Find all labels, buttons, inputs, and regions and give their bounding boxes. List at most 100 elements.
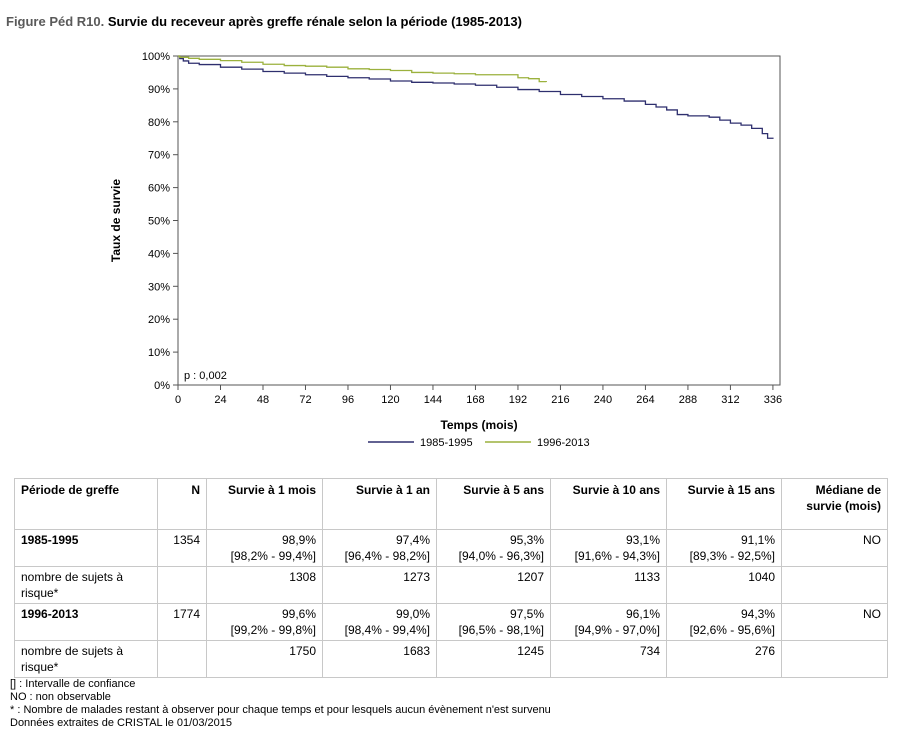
cell-survie-5-ans: 97,5% [96,5% - 98,1%] bbox=[436, 603, 551, 641]
note-line: * : Nombre de malades restant à observer… bbox=[10, 704, 551, 716]
figure-label: Figure Péd R10. bbox=[6, 14, 105, 29]
row-period-label: 1985-1995 bbox=[14, 529, 158, 567]
value: 94,3% bbox=[740, 607, 775, 621]
x-tick-label: 72 bbox=[299, 394, 311, 406]
confidence-interval: [94,9% - 97,0%] bbox=[574, 623, 660, 637]
x-tick-label: 144 bbox=[424, 394, 442, 406]
cell-survie-5-ans: 95,3% [94,0% - 96,3%] bbox=[436, 529, 551, 567]
value: 95,3% bbox=[509, 533, 544, 547]
confidence-interval: [96,4% - 98,2%] bbox=[344, 549, 430, 563]
notes: [] : Intervalle de confiance NO : non ob… bbox=[10, 678, 551, 730]
cell-survie-1-mois: 98,9% [98,2% - 99,4%] bbox=[206, 529, 323, 567]
table-header-row: Période de greffe N Survie à 1 mois Surv… bbox=[14, 478, 888, 530]
cell-survie-10-ans: 96,1% [94,9% - 97,0%] bbox=[550, 603, 667, 641]
header-periode: Période de greffe bbox=[14, 478, 158, 530]
y-tick-label: 40% bbox=[148, 248, 170, 260]
confidence-interval: [91,6% - 94,3%] bbox=[574, 549, 660, 563]
cell-survie-15-ans: 94,3% [92,6% - 95,6%] bbox=[666, 603, 782, 641]
header-survie-10-ans: Survie à 10 ans bbox=[550, 478, 667, 530]
header-survie-1-an: Survie à 1 an bbox=[322, 478, 437, 530]
x-axis-label: Temps (mois) bbox=[440, 418, 517, 432]
value: 99,6% bbox=[281, 607, 316, 621]
y-tick-label: 20% bbox=[148, 314, 170, 326]
x-tick-label: 264 bbox=[636, 394, 654, 406]
legend-label: 1996-2013 bbox=[537, 437, 590, 449]
p-value-annotation: p : 0,002 bbox=[184, 370, 227, 382]
value: 91,1% bbox=[740, 533, 775, 547]
note-line: Données extraites de CRISTAL le 01/03/20… bbox=[10, 717, 232, 729]
header-survie-15-ans: Survie à 15 ans bbox=[666, 478, 782, 530]
cell-risk: 1245 bbox=[436, 640, 551, 678]
value: 96,1% bbox=[625, 607, 660, 621]
cell-risk: 734 bbox=[550, 640, 667, 678]
series-line-1996-2013 bbox=[178, 55, 547, 83]
table-row-risk: nombre de sujets à risque* 1308 1273 120… bbox=[14, 566, 888, 604]
figure-title-text: Survie du receveur après greffe rénale s… bbox=[107, 14, 522, 29]
note-line: NO : non observable bbox=[10, 691, 111, 703]
x-tick-label: 192 bbox=[509, 394, 527, 406]
y-tick-label: 100% bbox=[142, 51, 170, 63]
x-tick-label: 336 bbox=[764, 394, 782, 406]
series-line-1985-1995 bbox=[178, 55, 774, 139]
y-axis-label: Taux de survie bbox=[109, 179, 123, 262]
x-tick-label: 240 bbox=[594, 394, 612, 406]
value: 97,5% bbox=[509, 607, 544, 621]
cell-survie-1-mois: 99,6% [99,2% - 99,8%] bbox=[206, 603, 323, 641]
cell-risk: 1273 bbox=[322, 566, 437, 604]
x-tick-label: 168 bbox=[466, 394, 484, 406]
y-tick-label: 10% bbox=[148, 347, 170, 359]
header-n: N bbox=[157, 478, 207, 530]
value: 98,9% bbox=[281, 533, 316, 547]
figure-title: Figure Péd R10. Survie du receveur après… bbox=[6, 14, 522, 29]
x-tick-label: 24 bbox=[214, 394, 226, 406]
confidence-interval: [94,0% - 96,3%] bbox=[458, 549, 544, 563]
confidence-interval: [92,6% - 95,6%] bbox=[689, 623, 775, 637]
cell-mediane: NO bbox=[781, 603, 888, 641]
legend-label: 1985-1995 bbox=[420, 437, 473, 449]
row-period-label: 1996-2013 bbox=[14, 603, 158, 641]
table-row: 1996-2013 1774 99,6% [99,2% - 99,8%] 99,0… bbox=[14, 603, 888, 641]
survival-chart: 0% 10% 20% 30% 40% 50% 60% 70% 80% 90% 100% 0 24 48 72… bbox=[109, 51, 782, 449]
x-tick-label: 288 bbox=[679, 394, 697, 406]
x-tick-label: 96 bbox=[342, 394, 354, 406]
confidence-interval: [89,3% - 92,5%] bbox=[689, 549, 775, 563]
survival-table: Période de greffe N Survie à 1 mois Surv… bbox=[14, 478, 888, 678]
cell-risk: 1308 bbox=[206, 566, 323, 604]
confidence-interval: [99,2% - 99,8%] bbox=[230, 623, 316, 637]
value: 93,1% bbox=[625, 533, 660, 547]
y-tick-label: 80% bbox=[148, 117, 170, 129]
value: 99,0% bbox=[395, 607, 430, 621]
cell-empty bbox=[781, 640, 888, 678]
cell-risk: 276 bbox=[666, 640, 782, 678]
value: 97,4% bbox=[395, 533, 430, 547]
cell-n: 1774 bbox=[157, 603, 207, 641]
cell-survie-15-ans: 91,1% [89,3% - 92,5%] bbox=[666, 529, 782, 567]
cell-mediane: NO bbox=[781, 529, 888, 567]
risk-label: nombre de sujets à risque* bbox=[14, 640, 158, 678]
y-tick-label: 70% bbox=[148, 150, 170, 162]
x-tick-label: 216 bbox=[551, 394, 569, 406]
cell-n: 1354 bbox=[157, 529, 207, 567]
x-tick-label: 0 bbox=[175, 394, 181, 406]
x-tick-label: 120 bbox=[381, 394, 399, 406]
cell-empty bbox=[157, 640, 207, 678]
header-survie-1-mois: Survie à 1 mois bbox=[206, 478, 323, 530]
confidence-interval: [98,2% - 99,4%] bbox=[230, 549, 316, 563]
header-survie-5-ans: Survie à 5 ans bbox=[436, 478, 551, 530]
risk-label: nombre de sujets à risque* bbox=[14, 566, 158, 604]
y-tick-label: 90% bbox=[148, 84, 170, 96]
confidence-interval: [98,4% - 99,4%] bbox=[344, 623, 430, 637]
cell-survie-1-an: 99,0% [98,4% - 99,4%] bbox=[322, 603, 437, 641]
y-tick-label: 0% bbox=[154, 380, 170, 392]
y-tick-label: 30% bbox=[148, 281, 170, 293]
cell-survie-10-ans: 93,1% [91,6% - 94,3%] bbox=[550, 529, 667, 567]
cell-risk: 1750 bbox=[206, 640, 323, 678]
cell-risk: 1683 bbox=[322, 640, 437, 678]
cell-risk: 1040 bbox=[666, 566, 782, 604]
cell-risk: 1133 bbox=[550, 566, 667, 604]
header-mediane: Médiane de survie (mois) bbox=[781, 478, 888, 530]
plot-frame bbox=[177, 55, 781, 386]
y-tick-label: 50% bbox=[148, 216, 170, 228]
confidence-interval: [96,5% - 98,1%] bbox=[458, 623, 544, 637]
table-row: 1985-1995 1354 98,9% [98,2% - 99,4%] 97,4… bbox=[14, 529, 888, 567]
